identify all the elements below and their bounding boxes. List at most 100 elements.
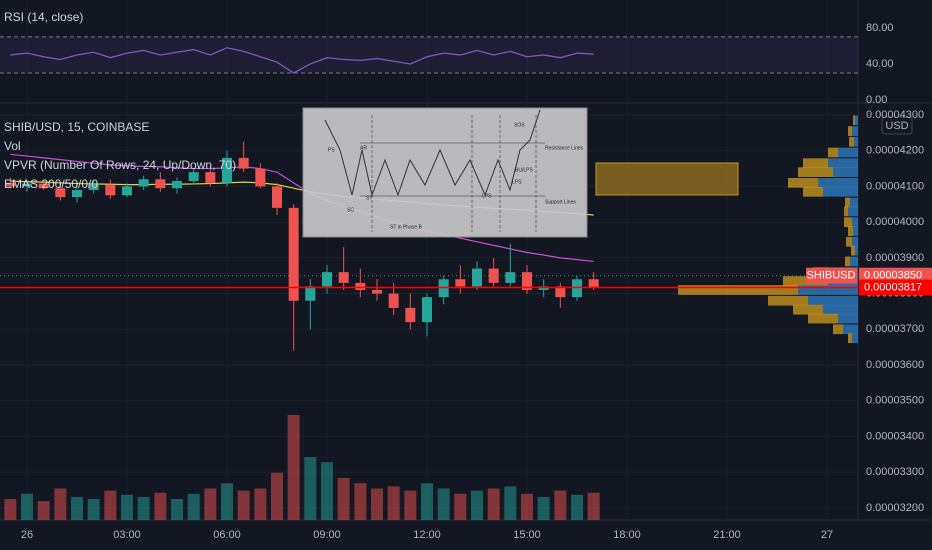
volume-bar bbox=[4, 499, 17, 520]
candle-body bbox=[488, 268, 499, 283]
y-tick-label: 0.00003500 bbox=[866, 395, 924, 407]
volume-bar bbox=[471, 490, 483, 520]
vpvr-up bbox=[855, 245, 858, 256]
vpvr-up bbox=[850, 197, 858, 208]
volume-bar bbox=[354, 483, 367, 520]
volume-bar bbox=[454, 493, 467, 520]
inset-label: PS bbox=[328, 147, 335, 153]
currency-box[interactable] bbox=[881, 116, 913, 135]
vpvr-down bbox=[788, 178, 818, 188]
inset-label: ST bbox=[366, 195, 372, 201]
vpvr-up bbox=[852, 236, 858, 247]
rsi-tick-label: 40.00 bbox=[866, 58, 894, 70]
symbol-label: SHIBUSD bbox=[807, 270, 856, 282]
volume-bar bbox=[587, 492, 600, 520]
vpvr-up bbox=[823, 304, 858, 315]
candle-body bbox=[505, 272, 516, 283]
volume-bar bbox=[571, 494, 583, 520]
volume-bar bbox=[521, 493, 533, 520]
vpvr-up bbox=[852, 333, 858, 344]
vpvr-up bbox=[838, 147, 858, 158]
y-tick-label: 0.00003900 bbox=[866, 252, 924, 264]
volume-bar bbox=[21, 493, 33, 520]
price-label-box bbox=[859, 279, 932, 296]
candle-body bbox=[288, 207, 299, 301]
inset-label: Resistance Lines bbox=[545, 145, 584, 151]
vpvr-down bbox=[849, 136, 854, 147]
y-tick-label: 0.00004000 bbox=[866, 216, 924, 228]
candle-body bbox=[22, 183, 32, 187]
candle-body bbox=[355, 282, 366, 290]
volume-bar bbox=[437, 488, 450, 520]
vpvr-up bbox=[798, 285, 858, 295]
candle-body bbox=[388, 293, 399, 308]
vpvr-down bbox=[798, 167, 833, 177]
volume-bar bbox=[37, 501, 50, 520]
volume-bar bbox=[304, 457, 317, 520]
candle-body bbox=[422, 297, 432, 323]
inset-label: SOS bbox=[514, 122, 525, 128]
volume-bar bbox=[154, 492, 167, 520]
x-tick-label: 15:00 bbox=[513, 529, 541, 541]
volume-bar bbox=[504, 486, 517, 520]
vpvr-up bbox=[838, 313, 858, 324]
candle-body bbox=[5, 182, 16, 187]
candle-body bbox=[55, 188, 66, 198]
candle-body bbox=[555, 286, 566, 298]
rsi-tick-label: 80.00 bbox=[866, 22, 894, 34]
vpvr-down bbox=[768, 295, 808, 306]
inset-frame bbox=[302, 107, 588, 238]
vpvr-down bbox=[828, 147, 838, 158]
inset-label: SC bbox=[347, 207, 354, 213]
vpvr-up bbox=[823, 186, 858, 197]
candle-body bbox=[122, 186, 132, 196]
vpvr-up bbox=[818, 178, 858, 188]
volume-bar bbox=[387, 486, 400, 520]
volume-bar bbox=[71, 496, 83, 520]
rsi-tick-label: 0.00 bbox=[866, 94, 887, 106]
chart-title: SHIB/USD, 15, COINBASE bbox=[4, 120, 149, 134]
volume-bar bbox=[187, 493, 200, 520]
candle-body bbox=[472, 268, 482, 287]
vpvr-up bbox=[843, 324, 858, 335]
vpvr-down bbox=[848, 126, 852, 136]
vpvr-down bbox=[783, 276, 828, 286]
volume-bar bbox=[371, 488, 383, 520]
vpvr-down bbox=[678, 285, 798, 295]
volume-bar bbox=[54, 488, 67, 520]
candle-body bbox=[172, 181, 182, 189]
volume-bar bbox=[221, 483, 233, 520]
x-tick-label: 09:00 bbox=[313, 529, 341, 541]
candle-body bbox=[405, 307, 416, 323]
vpvr-up bbox=[852, 217, 858, 227]
vpvr-up bbox=[855, 115, 858, 126]
inset-label: BU/LPS bbox=[515, 167, 533, 173]
candle-body bbox=[72, 190, 82, 198]
vpvr-down bbox=[846, 236, 852, 247]
y-tick-label: 0.00003600 bbox=[866, 359, 924, 371]
candle-body bbox=[455, 279, 466, 287]
legend-text: Vol bbox=[4, 139, 21, 153]
vpvr-down bbox=[844, 217, 852, 227]
volume-bar bbox=[271, 472, 283, 520]
candle-body bbox=[238, 157, 249, 169]
candle-body bbox=[222, 157, 232, 183]
inset-image: PS AR SC ST ST in Phase B LPS SOS BU/LPS… bbox=[302, 107, 588, 238]
volume-bar bbox=[404, 490, 417, 520]
candle-body bbox=[255, 168, 266, 187]
y-tick-label: 0.00004300 bbox=[866, 109, 924, 121]
currency[interactable]: USD bbox=[885, 120, 908, 132]
volume-bar bbox=[87, 499, 100, 520]
vpvr-up bbox=[828, 158, 858, 169]
candle-body bbox=[272, 186, 282, 208]
candle-body bbox=[338, 272, 349, 283]
highlight-box bbox=[595, 162, 739, 196]
x-tick-label: 06:00 bbox=[213, 529, 241, 541]
y-tick-label: 0.00003300 bbox=[866, 466, 924, 478]
y-tick-label: 0.00004200 bbox=[866, 145, 924, 157]
inset-line bbox=[324, 109, 541, 197]
vpvr-up bbox=[853, 226, 858, 236]
candle-body bbox=[38, 183, 49, 189]
